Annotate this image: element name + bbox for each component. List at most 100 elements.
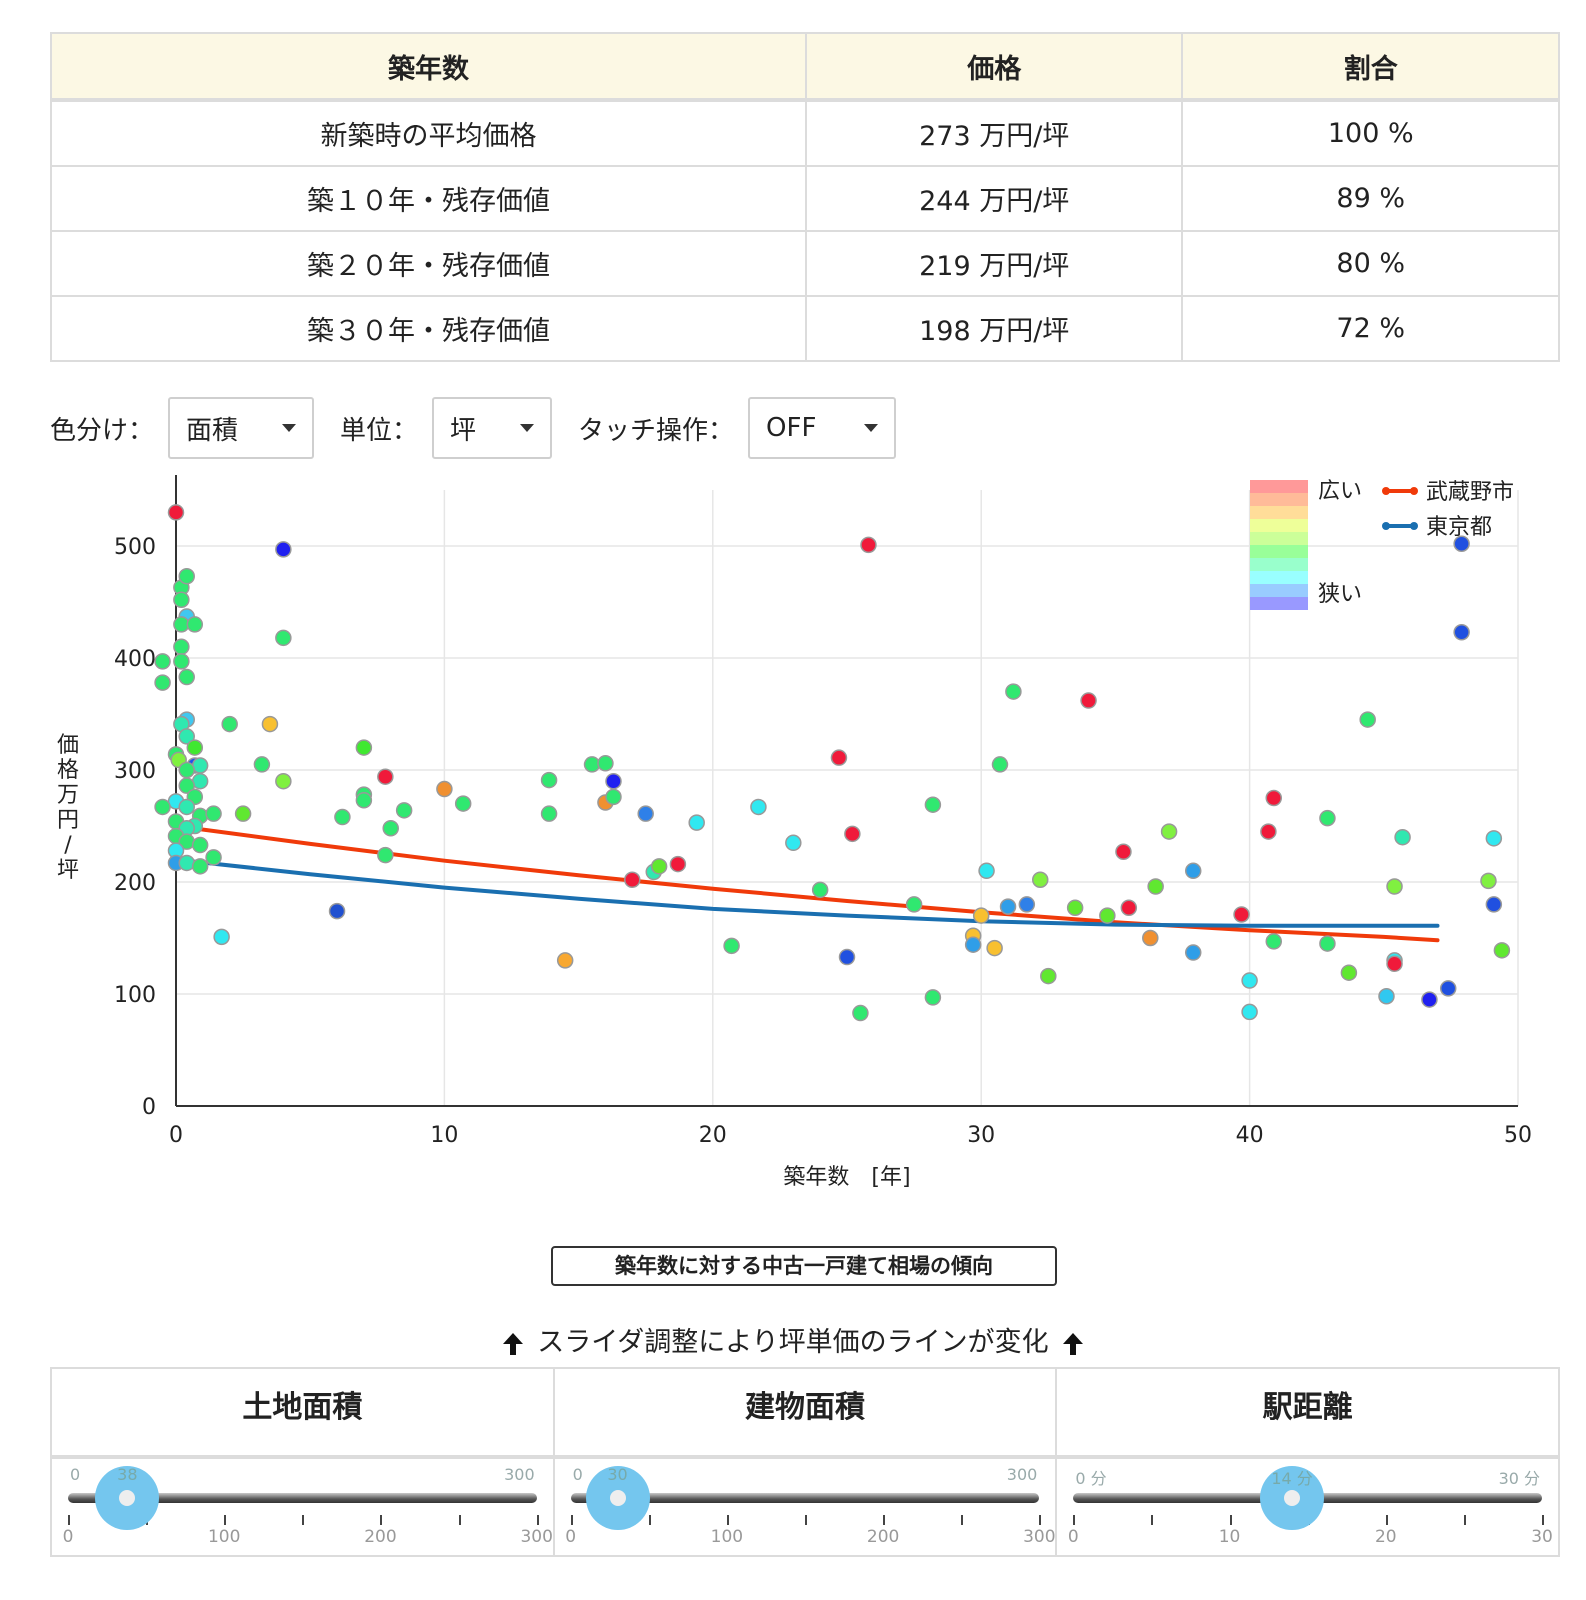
slider-tick-labels: 0 100 200 300 (565, 1527, 1055, 1547)
data-point (650, 858, 668, 875)
x-tick-label: 40 (1236, 1123, 1264, 1148)
y-tick-label: 200 (114, 871, 156, 896)
slider-panels: 土地面積 0 300 0 100 200 300 38 建物面積 0 300 0 100 200 30… (50, 1367, 1560, 1557)
y-tick-label: 300 (114, 759, 156, 784)
data-point (191, 836, 209, 854)
data-point (377, 846, 394, 864)
x-tick-label: 50 (1504, 1123, 1532, 1148)
y-tick-label: 500 (114, 535, 156, 560)
chart-grid (176, 490, 1519, 1106)
slider-title: 建物面積 (554, 1369, 1056, 1459)
row-label: 築２０年・残存価値 (50, 230, 807, 297)
row-price: 198 万円/坪 (804, 295, 1184, 362)
slider-hint: スライダ調整により坪単価のラインが変化 (0, 1320, 1586, 1359)
data-point (1421, 991, 1438, 1008)
data-point (1115, 843, 1132, 861)
slider-tick-label: 100 (710, 1527, 744, 1547)
color-scale-low-label: 狭い (1318, 582, 1362, 607)
table-row: 築３０年・残存価値 198 万円/坪 72 % (50, 295, 1560, 362)
color-scale-swatch (1250, 493, 1308, 506)
data-point (1394, 828, 1411, 846)
data-point (924, 796, 942, 813)
station-distance-slider-panel: 駅距離 0 分 30 分 0 10 20 30 14 分 (1057, 1369, 1559, 1557)
slider-track (570, 1493, 1040, 1503)
data-point (750, 798, 767, 816)
data-point (1493, 942, 1511, 959)
row-price: 244 万円/坪 (804, 165, 1184, 232)
data-point (978, 862, 995, 880)
data-point (860, 536, 877, 554)
station-distance-slider[interactable]: 0 分 30 分 0 10 20 30 14 分 (1068, 1461, 1553, 1557)
slider-min-label: 0 分 (1075, 1469, 1107, 1488)
y-axis-label: 価格万円/坪 (57, 733, 79, 883)
land-area-slider[interactable]: 0 300 0 100 200 300 38 (63, 1461, 553, 1557)
data-point (1031, 871, 1049, 889)
slider-max-label: 300 (1006, 1465, 1038, 1484)
slider-handle[interactable] (1260, 1466, 1325, 1530)
data-point (1485, 830, 1503, 847)
data-point (1386, 878, 1403, 895)
data-point (355, 739, 373, 756)
trend-title-button[interactable]: 築年数に対する中古一戸建て相場の傾向 (551, 1246, 1057, 1286)
slider-tick (1073, 1515, 1076, 1525)
building-area-slider[interactable]: 0 300 0 100 200 300 30 (565, 1461, 1055, 1557)
arrow-up-icon (1062, 1332, 1083, 1355)
legend-marker (1410, 522, 1418, 530)
trend-lines (174, 824, 1440, 943)
color-by-label: 色分け： (50, 415, 155, 446)
slider-tick (380, 1515, 383, 1525)
slider-tick-labels: 0 100 200 300 (63, 1527, 553, 1547)
slider-handle[interactable] (585, 1466, 650, 1530)
data-point (178, 777, 195, 794)
data-point (1142, 929, 1159, 947)
data-point (811, 881, 829, 899)
data-point (637, 805, 654, 822)
slider-tick (302, 1515, 305, 1525)
chevron-down-icon (864, 424, 879, 432)
color-scale-swatch (1250, 571, 1308, 584)
data-point (688, 814, 705, 831)
data-point (191, 858, 209, 875)
data-point (261, 715, 279, 733)
touch-select[interactable]: OFF (748, 397, 897, 459)
data-point (154, 674, 171, 691)
x-tick-label: 10 (430, 1123, 458, 1148)
data-point (1439, 980, 1457, 997)
data-point (205, 805, 222, 822)
table-row: 築１０年・残存価値 244 万円/坪 89 % (50, 165, 1560, 232)
slider-min-label: 0 (70, 1465, 81, 1484)
color-by-select[interactable]: 面積 (168, 397, 315, 459)
y-tick-label: 400 (114, 647, 156, 672)
data-point (999, 898, 1017, 915)
chevron-down-icon (282, 424, 297, 432)
data-point (1319, 935, 1336, 952)
data-point (395, 802, 413, 819)
touch-label: タッチ操作： (578, 415, 735, 446)
data-point (964, 936, 982, 953)
slider-title: 土地面積 (52, 1369, 553, 1459)
slider-value-label: 14 分 (1271, 1469, 1313, 1488)
row-ratio: 72 % (1181, 295, 1560, 362)
slider-tick (570, 1515, 573, 1525)
chart-axes: 0 100 200 300 400 500 0 10 20 30 40 50 (114, 475, 1532, 1148)
slider-tick-label: 100 (207, 1527, 241, 1547)
slider-tick (1039, 1515, 1042, 1525)
slider-tick-label: 30 (1531, 1527, 1553, 1547)
legend-series-name: 武蔵野市 (1426, 480, 1514, 505)
header-price: 価格 (804, 32, 1184, 102)
chevron-down-icon (520, 424, 535, 432)
data-point (624, 871, 641, 889)
slider-max-label: 30 分 (1498, 1469, 1541, 1488)
data-point (986, 939, 1003, 957)
slider-title: 駅距離 (1057, 1369, 1559, 1459)
slider-tick (726, 1515, 729, 1525)
color-scale-swatch (1250, 532, 1308, 545)
building-area-slider-panel: 建物面積 0 300 0 100 200 300 30 (554, 1369, 1058, 1557)
slider-hint-text: スライダ調整により坪単価のラインが変化 (537, 1327, 1049, 1358)
data-point (1453, 623, 1470, 641)
data-point (1080, 692, 1097, 709)
slider-handle[interactable] (95, 1466, 160, 1530)
data-point (355, 791, 373, 809)
color-scale-swatch (1250, 584, 1308, 597)
unit-select[interactable]: 坪 (432, 397, 553, 459)
